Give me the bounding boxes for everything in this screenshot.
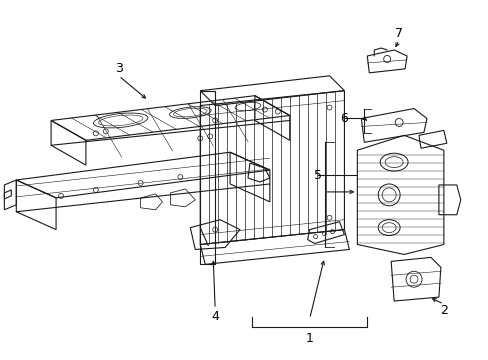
Text: 3: 3	[115, 62, 122, 75]
Text: 2: 2	[439, 305, 447, 318]
Text: 6: 6	[340, 112, 347, 125]
Text: 4: 4	[211, 310, 219, 323]
Text: 1: 1	[305, 332, 313, 345]
Text: 5: 5	[313, 168, 321, 181]
Text: 7: 7	[394, 27, 402, 40]
